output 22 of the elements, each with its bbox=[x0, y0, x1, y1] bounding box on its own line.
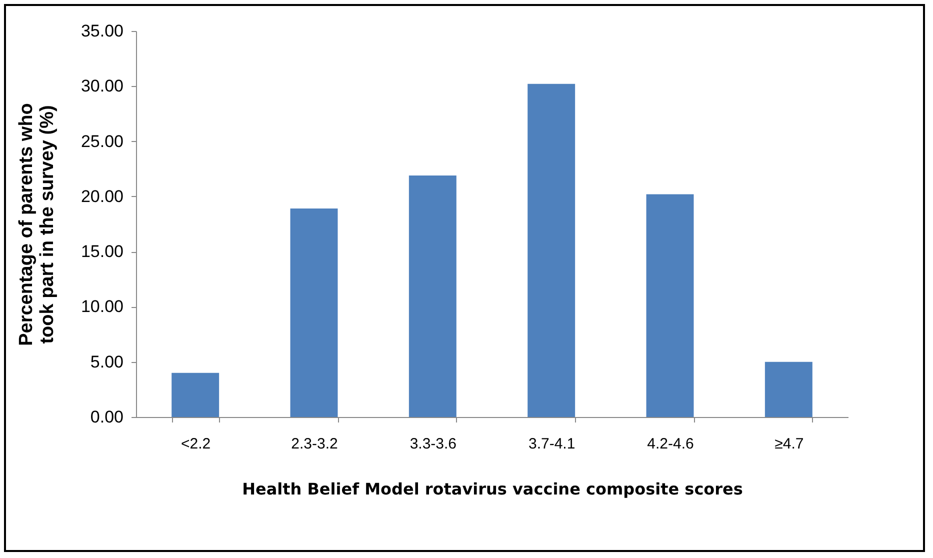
x-tick-label: 2.3-3.2 bbox=[291, 436, 338, 452]
x-axis-title: Health Belief Model rotavirus vaccine composite scores bbox=[242, 480, 743, 498]
bar bbox=[408, 175, 456, 417]
y-tick-label: 10.00 bbox=[80, 297, 124, 316]
x-tick-label: 4.2-4.6 bbox=[647, 436, 694, 452]
y-axis-title: Percentage of parents who took part in the survey (%) bbox=[16, 103, 58, 346]
bar bbox=[646, 194, 694, 417]
y-tick-label: 30.00 bbox=[80, 76, 124, 96]
bar bbox=[764, 362, 812, 417]
y-tick-label: 35.00 bbox=[80, 22, 124, 40]
x-tick-label: 3.7-4.1 bbox=[528, 436, 576, 452]
x-tick-label: 3.3-3.6 bbox=[410, 436, 457, 452]
bar bbox=[290, 208, 338, 417]
y-tick-label: 5.00 bbox=[90, 352, 124, 372]
bar bbox=[172, 372, 220, 417]
y-tick-label: 20.00 bbox=[80, 186, 124, 206]
x-tick-label: <2.2 bbox=[181, 436, 211, 452]
y-tick-label: 0.00 bbox=[90, 408, 124, 426]
bar bbox=[528, 84, 576, 417]
y-tick-label: 25.00 bbox=[80, 132, 124, 151]
x-tick-label: ≥4.7 bbox=[774, 436, 804, 452]
y-tick-label: 15.00 bbox=[80, 242, 124, 262]
